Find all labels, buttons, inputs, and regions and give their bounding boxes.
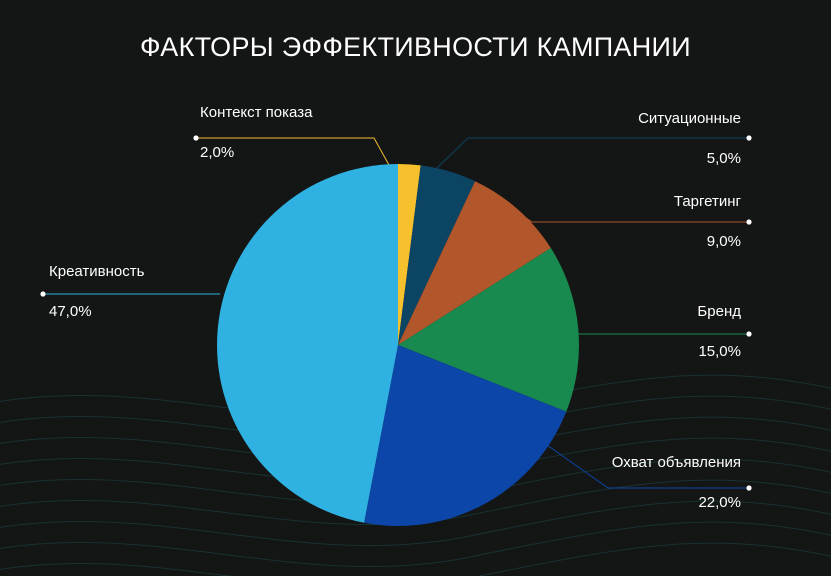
slice-value: 5,0% bbox=[706, 150, 741, 167]
slice-label-targeting: Таргетинг 9,0% bbox=[674, 193, 741, 251]
leader-dot bbox=[746, 331, 752, 337]
slice-label-brand: Бренд 15,0% bbox=[697, 303, 741, 361]
slice-value: 2,0% bbox=[200, 144, 235, 161]
leader-dot bbox=[193, 135, 199, 141]
leader-line bbox=[435, 137, 749, 170]
slice-name: Охват объявления bbox=[611, 454, 741, 471]
leader-dot bbox=[746, 219, 752, 225]
pie-slice bbox=[398, 165, 476, 345]
slice-label-situational: Ситуационные 5,0% bbox=[638, 110, 741, 168]
leader-dot bbox=[746, 485, 752, 491]
pie-slice bbox=[398, 248, 579, 412]
leader-dot bbox=[40, 291, 46, 297]
pie-slice bbox=[398, 164, 421, 345]
slice-name: Креативность bbox=[49, 263, 145, 280]
slice-value: 9,0% bbox=[706, 233, 741, 250]
chart-title: ФАКТОРЫ ЭФФЕКТИВНОСТИ КАМПАНИИ bbox=[140, 32, 691, 62]
leader-dot bbox=[746, 135, 752, 141]
background-wave-line bbox=[0, 479, 831, 525]
pie-slice bbox=[398, 181, 551, 345]
slice-name: Бренд bbox=[697, 303, 741, 320]
slice-name: Ситуационные bbox=[638, 110, 741, 127]
slice-name: Контекст показа bbox=[200, 104, 313, 121]
pie-slice bbox=[364, 345, 567, 526]
background-wave-line bbox=[0, 500, 831, 546]
background-wave-line bbox=[0, 521, 831, 567]
slice-label-context: Контекст показа 2,0% bbox=[200, 104, 312, 162]
leader-line bbox=[196, 137, 390, 166]
background-wave-line bbox=[0, 542, 831, 576]
slice-label-creativity: Креативность 47,0% bbox=[49, 263, 144, 321]
pie-slice bbox=[217, 164, 398, 523]
leader-lines bbox=[40, 135, 752, 491]
leader-line bbox=[546, 444, 749, 489]
slice-value: 15,0% bbox=[698, 343, 741, 360]
slice-value: 47,0% bbox=[49, 303, 92, 320]
slice-value: 22,0% bbox=[698, 494, 741, 511]
pie-slices bbox=[217, 164, 579, 526]
slice-label-reach: Охват объявления 22,0% bbox=[612, 454, 741, 512]
slice-name: Таргетинг bbox=[673, 193, 741, 210]
